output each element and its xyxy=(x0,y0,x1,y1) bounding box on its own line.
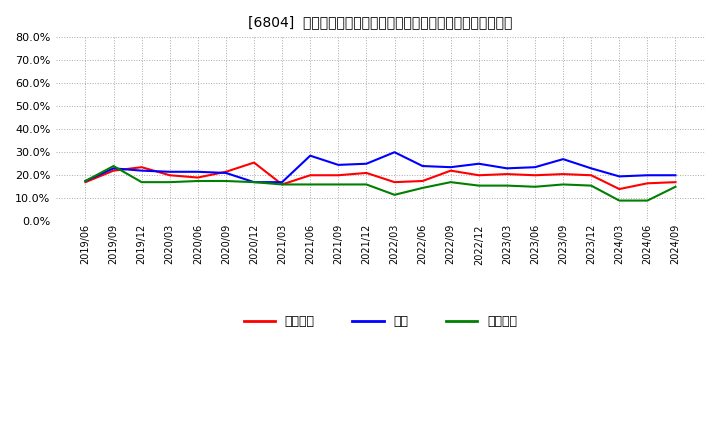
買入債務 xyxy=(503,183,511,188)
在庫 xyxy=(334,162,343,168)
売上債権 xyxy=(138,165,146,170)
在庫 xyxy=(615,174,624,179)
買入債務 xyxy=(531,184,539,189)
買入債務 xyxy=(166,180,174,185)
売上債権 xyxy=(306,172,315,178)
買入債務 xyxy=(390,192,399,198)
買入債務 xyxy=(615,198,624,203)
在庫 xyxy=(222,170,230,176)
Line: 買入債務: 買入債務 xyxy=(86,166,675,201)
Title: [6804]  売上債権、在庫、買入債務の総資産に対する比率の推移: [6804] 売上債権、在庫、買入債務の総資産に対する比率の推移 xyxy=(248,15,513,29)
買入債務 xyxy=(306,182,315,187)
在庫 xyxy=(643,172,652,178)
買入債務 xyxy=(418,185,427,191)
在庫 xyxy=(166,169,174,174)
買入債務 xyxy=(81,178,90,183)
在庫 xyxy=(306,153,315,158)
在庫 xyxy=(278,180,287,185)
在庫 xyxy=(418,163,427,169)
売上債権 xyxy=(671,180,680,185)
売上債権 xyxy=(250,160,258,165)
在庫 xyxy=(390,150,399,155)
在庫 xyxy=(194,169,202,174)
買入債務 xyxy=(671,184,680,189)
在庫 xyxy=(587,166,595,171)
在庫 xyxy=(362,161,371,166)
買入債務 xyxy=(138,180,146,185)
売上債権 xyxy=(194,175,202,180)
売上債権 xyxy=(587,172,595,178)
在庫 xyxy=(446,165,455,170)
売上債権 xyxy=(166,172,174,178)
在庫 xyxy=(81,178,90,183)
Line: 売上債権: 売上債権 xyxy=(86,163,675,189)
在庫 xyxy=(250,180,258,185)
売上債権 xyxy=(531,172,539,178)
買入債務 xyxy=(559,182,567,187)
買入債務 xyxy=(109,163,118,169)
在庫 xyxy=(671,172,680,178)
売上債権 xyxy=(109,168,118,173)
買入債務 xyxy=(587,183,595,188)
売上債権 xyxy=(643,181,652,186)
売上債権 xyxy=(559,172,567,177)
在庫 xyxy=(109,166,118,171)
買入債務 xyxy=(334,182,343,187)
買入債務 xyxy=(250,180,258,185)
買入債務 xyxy=(278,182,287,187)
買入債務 xyxy=(222,178,230,183)
売上債権 xyxy=(222,169,230,174)
売上債権 xyxy=(81,180,90,185)
売上債権 xyxy=(446,168,455,173)
買入債務 xyxy=(643,198,652,203)
売上債権 xyxy=(278,182,287,187)
在庫 xyxy=(138,168,146,173)
Line: 在庫: 在庫 xyxy=(86,152,675,182)
Legend: 売上債権, 在庫, 買入債務: 売上債権, 在庫, 買入債務 xyxy=(238,311,522,334)
売上債権 xyxy=(390,180,399,185)
買入債務 xyxy=(474,183,483,188)
在庫 xyxy=(559,157,567,162)
買入債務 xyxy=(362,182,371,187)
売上債権 xyxy=(474,172,483,178)
売上債権 xyxy=(503,172,511,177)
売上債権 xyxy=(418,178,427,183)
売上債権 xyxy=(362,170,371,176)
在庫 xyxy=(474,161,483,166)
在庫 xyxy=(531,165,539,170)
売上債権 xyxy=(615,187,624,192)
売上債権 xyxy=(334,172,343,178)
買入債務 xyxy=(446,180,455,185)
買入債務 xyxy=(194,178,202,183)
在庫 xyxy=(503,166,511,171)
